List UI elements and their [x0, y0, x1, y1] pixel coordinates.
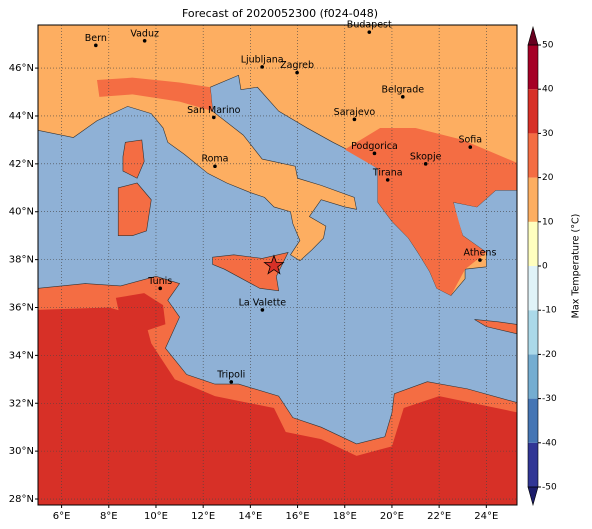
city-label: Skopje: [410, 151, 442, 162]
crete: [474, 319, 517, 335]
x-tick-label: 14°E: [238, 511, 262, 522]
city-dot: [367, 30, 372, 34]
y-tick-label: 38°N: [9, 255, 34, 266]
city-dot: [213, 164, 217, 169]
x-tick-label: 20°E: [380, 511, 404, 522]
x-tick-label: 12°E: [191, 511, 215, 522]
balkans-warm: [344, 127, 517, 296]
city-dot: [158, 286, 163, 291]
colorbar-extend-top: [527, 25, 539, 46]
colorbar-swatch: [528, 45, 538, 90]
city-dot: [94, 43, 98, 48]
colorbar-tick-label: 30: [542, 129, 554, 139]
africa-hot: [38, 307, 517, 505]
city-label: Belgrade: [381, 84, 424, 95]
title: Forecast of 2020052300 (f024-048): [182, 7, 378, 20]
city-label: Podgorica: [351, 141, 398, 152]
map-frame: [37, 24, 518, 506]
y-tick-label: 36°N: [9, 302, 34, 313]
city-dot: [352, 117, 357, 122]
city-dot: [468, 145, 473, 149]
city-dot: [260, 308, 265, 312]
city-label: La Valette: [239, 297, 287, 308]
colorbar-tick-label: -20: [542, 350, 557, 360]
x-tick-label: 22°E: [427, 511, 451, 522]
x-tick-label: 6°E: [53, 511, 71, 522]
colorbar-swatch: [528, 221, 538, 266]
x-tick-label: 16°E: [286, 511, 310, 522]
colorbar-tick-label: -50: [542, 483, 557, 493]
city-dot: [142, 39, 147, 43]
colorbar-swatch: [528, 442, 538, 487]
colorbar-swatch: [528, 89, 538, 134]
y-tick-label: 46°N: [9, 63, 34, 74]
y-tick-label: 28°N: [9, 494, 34, 505]
colorbar-tick-label: 0: [542, 262, 548, 272]
colorbar-swatch: [528, 398, 538, 443]
y-tick-label: 42°N: [9, 159, 34, 170]
city-label: Zagreb: [280, 60, 314, 71]
city-dot: [260, 65, 264, 69]
colorbar-swatch: [528, 310, 538, 355]
colorbar-tick-label: -40: [542, 438, 557, 448]
city-dot: [372, 151, 377, 156]
city-label: Tunis: [147, 276, 172, 287]
city-label: Roma: [201, 154, 228, 165]
colorbar-tick-label: 50: [542, 41, 554, 51]
colorbar-swatch: [528, 266, 538, 311]
colorbar-swatch: [528, 354, 538, 399]
city-label: Bern: [85, 33, 107, 44]
y-tick-label: 40°N: [9, 207, 34, 218]
x-tick-label: 18°E: [333, 511, 357, 522]
colorbar-tick-label: 10: [542, 217, 554, 227]
city-label: Sofia: [458, 135, 482, 146]
po-valley: [96, 77, 213, 112]
city-dot: [400, 95, 405, 99]
city-label: Sarajevo: [334, 107, 376, 118]
colorbar-tick-label: 20: [542, 173, 554, 183]
corsica: [122, 139, 145, 179]
city-dot: [385, 178, 390, 182]
y-tick-label: 44°N: [9, 111, 34, 122]
x-tick-label: 8°E: [100, 511, 118, 522]
colorbar-tick-label: 40: [542, 85, 554, 95]
city-label: Ljubljana: [241, 54, 284, 65]
tunisia-hot: [115, 293, 166, 332]
sardinia: [117, 182, 152, 236]
city-label: Tirana: [372, 167, 403, 178]
city-label: Vaduz: [130, 28, 159, 39]
colorbar-swatch: [528, 133, 538, 178]
colorbar-swatch: [528, 177, 538, 222]
colorbar-extend-bottom: [527, 486, 539, 507]
x-tick-label: 10°E: [144, 511, 168, 522]
city-label: Tripoli: [216, 369, 245, 380]
city-label: Athens: [464, 248, 497, 259]
city-dot: [229, 380, 234, 384]
star-marker: [263, 254, 285, 275]
colorbar-tick-label: -10: [542, 306, 557, 316]
map-layer: [38, 25, 517, 505]
city-dot: [478, 258, 482, 262]
x-tick-label: 24°E: [474, 511, 498, 522]
city-label: San Marino: [187, 105, 240, 116]
city-dot: [295, 70, 299, 75]
city-dot: [211, 115, 216, 120]
y-tick-label: 30°N: [9, 446, 34, 457]
y-tick-label: 34°N: [9, 350, 34, 361]
colorbar-label: Max Temperature (°C): [571, 214, 582, 319]
city-dot: [423, 162, 428, 166]
y-tick-label: 32°N: [9, 398, 34, 409]
colorbar-tick-label: -30: [542, 394, 557, 404]
